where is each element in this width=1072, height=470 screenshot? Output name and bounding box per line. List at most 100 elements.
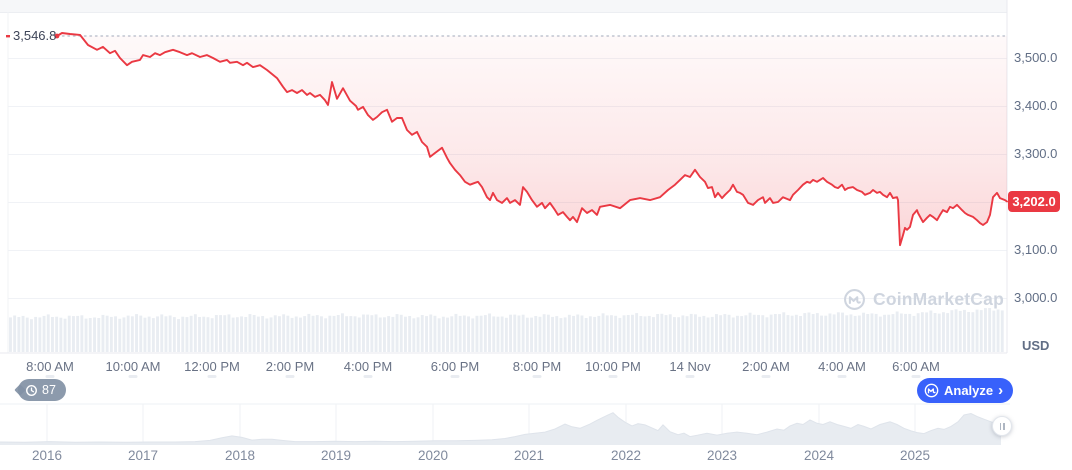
volume-bar <box>551 316 554 352</box>
volume-bar <box>261 316 265 352</box>
volume-bar <box>21 315 25 352</box>
volume-bar <box>299 317 302 352</box>
volume-bar <box>252 315 256 352</box>
current-price-badge: 3,202.0 <box>1008 191 1060 212</box>
x-axis-tick <box>911 375 921 378</box>
volume-bar <box>391 316 395 352</box>
volume-bar <box>156 316 159 352</box>
volume-bar <box>727 314 731 352</box>
volume-bar <box>878 316 882 352</box>
volume-bar <box>446 317 449 352</box>
volume-bar <box>282 314 286 352</box>
volume-bar <box>25 317 29 352</box>
volume-bar <box>399 314 403 352</box>
volume-bar <box>143 317 147 352</box>
volume-bar <box>559 318 563 352</box>
x-axis-tick <box>532 375 542 378</box>
watchers-count: 87 <box>42 383 56 397</box>
volume-bar <box>189 315 193 352</box>
volume-bar <box>105 315 109 352</box>
volume-bar <box>88 318 92 352</box>
x-axis-tick <box>450 375 460 378</box>
volume-bar <box>677 317 681 352</box>
scrubber-grip-icon <box>999 422 1001 430</box>
volume-bar <box>126 315 130 352</box>
volume-bar <box>992 310 996 352</box>
volume-bar <box>778 314 781 352</box>
chart-top-strip <box>0 0 1007 13</box>
volume-bar <box>576 314 580 352</box>
volume-bar <box>597 315 601 352</box>
volume-bar <box>895 311 899 352</box>
volume-bar <box>114 316 117 352</box>
volume-bar <box>593 316 597 352</box>
volume-bar <box>652 317 655 352</box>
volume-bar <box>332 315 336 352</box>
minimap-scrubber-handle[interactable] <box>992 416 1012 436</box>
volume-bar <box>34 316 38 352</box>
volume-bar <box>265 318 269 352</box>
volume-bar <box>256 316 260 352</box>
volume-bar <box>412 318 416 352</box>
volume-bar <box>76 315 80 352</box>
volume-bar <box>72 316 75 352</box>
volume-bar <box>164 316 168 352</box>
minimap-year-label: 2017 <box>127 448 159 463</box>
volume-bar <box>193 314 197 352</box>
volume-bar <box>240 316 243 352</box>
volume-bar <box>563 317 567 352</box>
volume-bar <box>198 317 201 352</box>
minimap-year-label: 2020 <box>417 448 449 463</box>
volume-bar <box>118 318 122 352</box>
x-axis-label: 8:00 PM <box>512 359 562 374</box>
analyze-button[interactable]: Analyze › <box>917 378 1014 403</box>
volume-bar <box>668 314 672 352</box>
volume-bar <box>736 315 739 352</box>
volume-bar <box>63 318 67 352</box>
volume-bar <box>635 313 639 352</box>
volume-bar <box>866 314 870 352</box>
history-clock-icon <box>26 384 37 396</box>
minimap-year-label: 2018 <box>224 448 256 463</box>
volume-bar <box>509 314 512 352</box>
volume-bar <box>899 313 903 352</box>
volume-bar <box>925 312 929 352</box>
volume-bar <box>13 315 17 352</box>
volume-bar <box>349 316 353 352</box>
volume-bar <box>731 317 735 352</box>
x-axis-label: 8:00 AM <box>26 359 74 374</box>
volume-bar <box>433 315 437 352</box>
volume-bar <box>841 312 844 352</box>
watchers-badge[interactable]: 87 <box>18 379 66 401</box>
volume-bar <box>832 314 836 352</box>
volume-bar <box>324 318 328 352</box>
volume-bar <box>479 315 483 352</box>
y-axis-label: 3,000.0 <box>1014 290 1058 305</box>
volume-bar <box>38 317 42 352</box>
volume-bar <box>799 316 802 352</box>
volume-bar <box>462 315 466 352</box>
volume-bar <box>740 316 744 352</box>
minimap-year-label: 2023 <box>706 448 738 463</box>
volume-bar <box>643 316 647 352</box>
minimap-area[interactable] <box>0 412 1001 445</box>
x-axis-label: 4:00 PM <box>343 359 393 374</box>
start-price-label: 3,546.8 <box>13 28 57 43</box>
volume-bar <box>395 314 399 352</box>
volume-bar <box>160 314 164 352</box>
volume-bar <box>496 316 500 352</box>
minimap-year-label: 2022 <box>610 448 642 463</box>
x-axis-tick <box>285 375 295 378</box>
volume-bar <box>278 316 281 352</box>
volume-bar <box>269 317 273 352</box>
volume-bar <box>248 314 252 352</box>
volume-bar <box>958 310 962 352</box>
volume-bar <box>168 315 172 352</box>
volume-bar <box>374 314 378 352</box>
y-axis-label: 3,300.0 <box>1014 146 1058 161</box>
volume-bar <box>341 313 344 352</box>
volume-bar <box>504 317 508 352</box>
chevron-right-icon: › <box>998 381 1004 399</box>
volume-bar <box>135 314 138 352</box>
